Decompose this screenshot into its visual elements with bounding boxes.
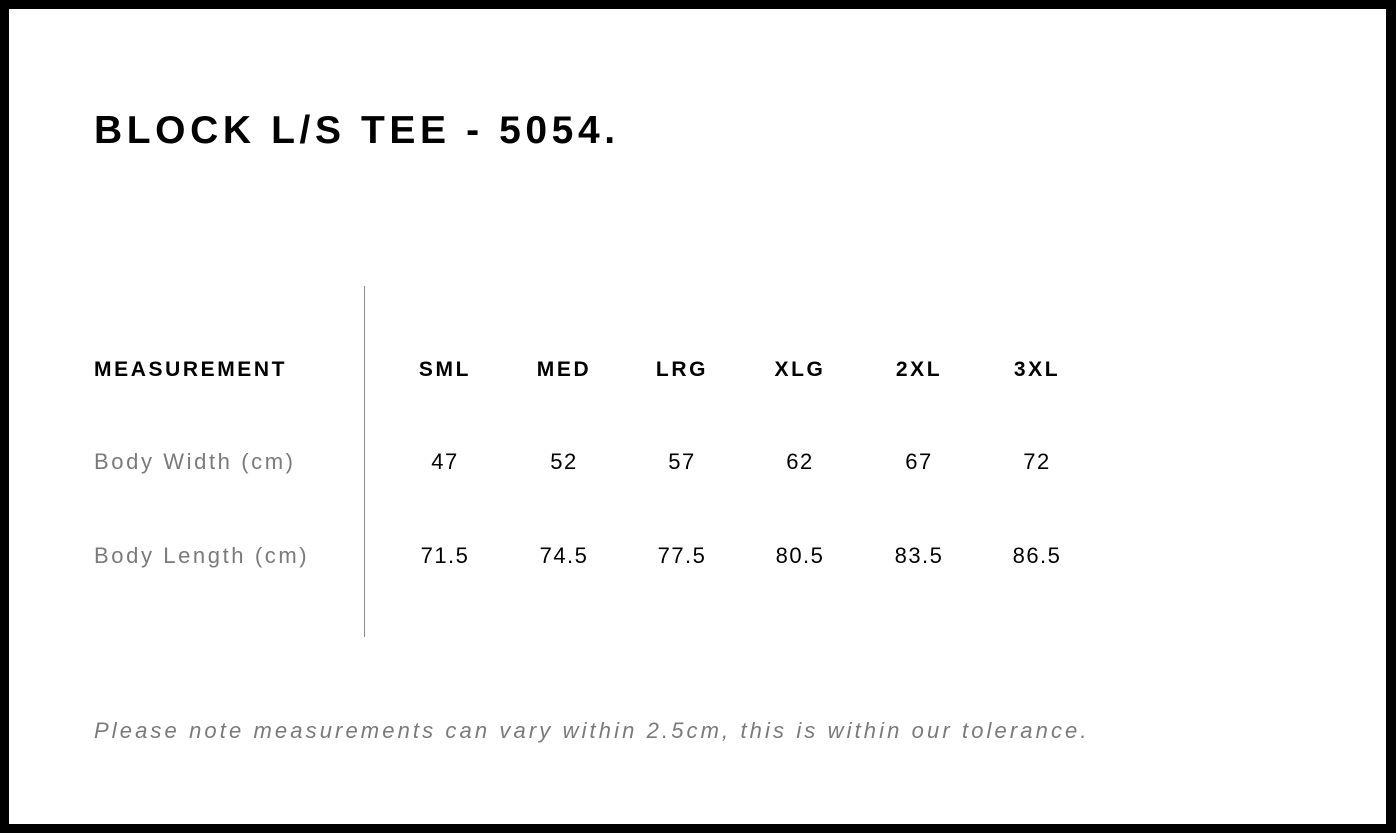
row-label: Body Width (cm): [94, 449, 296, 474]
size-header-med: MED: [536, 358, 592, 381]
table-cell: 67: [905, 449, 933, 474]
table-cell: 80.5: [775, 543, 825, 568]
tolerance-note: Please note measurements can vary within…: [94, 718, 1090, 743]
size-header-lrg: LRG: [655, 358, 709, 381]
size-header-2xl: 2XL: [895, 358, 943, 381]
size-header-3xl: 3XL: [1013, 358, 1061, 381]
table-cell: 71.5: [420, 543, 470, 568]
table-cell: 47: [431, 449, 459, 474]
table-cell: 83.5: [894, 543, 944, 568]
table-cell: 77.5: [657, 543, 707, 568]
table-cell: 57: [668, 449, 696, 474]
size-header-sml: SML: [418, 358, 472, 381]
size-header-xlg: XLG: [774, 358, 826, 381]
measurement-header: MEASUREMENT: [94, 358, 288, 381]
table-cell: 74.5: [539, 543, 589, 568]
table-cell: 72: [1023, 449, 1051, 474]
page-title: BLOCK L/S TEE - 5054.: [94, 109, 620, 152]
size-chart-card: BLOCK L/S TEE - 5054. MEASUREMENT SML MED…: [9, 9, 1386, 824]
table-cell: 52: [550, 449, 578, 474]
table-cell: 86.5: [1012, 543, 1062, 568]
row-label: Body Length (cm): [94, 543, 310, 568]
table-cell: 62: [786, 449, 814, 474]
column-divider: [364, 286, 365, 637]
